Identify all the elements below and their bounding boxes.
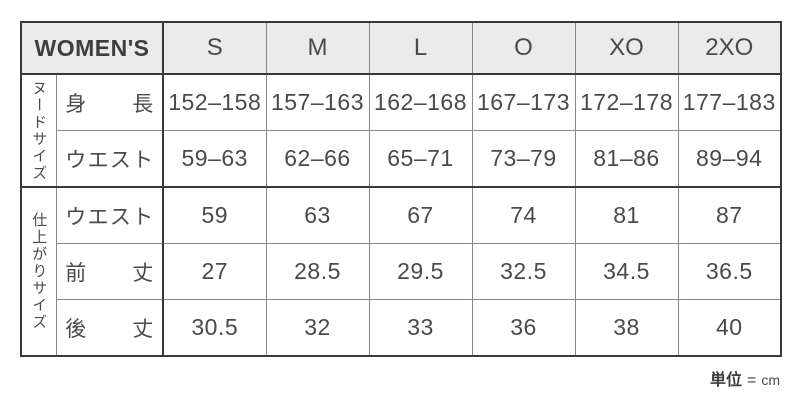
- table-corner-label: WOMEN'S: [20, 21, 164, 75]
- value-cell: 81–86: [574, 130, 679, 188]
- group-label-finished-size-cell: 仕上がりサイズ: [20, 186, 57, 357]
- value-cell: 30.5: [162, 299, 267, 357]
- row-label-height: 身 長: [65, 92, 154, 116]
- size-header-m: M: [265, 21, 370, 75]
- value-cell: 36: [471, 299, 576, 357]
- value-cell: 172–178: [574, 73, 679, 131]
- value-cell: 67: [368, 186, 473, 244]
- section-nude-size: ヌードサイズ 身 長 152–158 157–163 162–168 167–1…: [20, 73, 782, 188]
- value-cell: 29.5: [368, 243, 473, 300]
- value-cell: 63: [265, 186, 370, 244]
- section-finished-size: 仕上がりサイズ ウエスト 59 63 67 74 81 87 前 丈 27 28…: [20, 186, 782, 357]
- value-cell: 33: [368, 299, 473, 357]
- row-label-back-length: 後 丈: [65, 317, 154, 341]
- size-chart-table: WOMEN'S S M L O XO 2XO ヌードサイズ 身 長 152–15…: [20, 21, 782, 357]
- unit-value: cm: [761, 372, 780, 388]
- value-cell: 36.5: [677, 243, 782, 300]
- value-cell: 32.5: [471, 243, 576, 300]
- group-label-nude-size: ヌードサイズ: [30, 79, 48, 182]
- value-cell: 59: [162, 186, 267, 244]
- value-cell: 38: [574, 299, 679, 357]
- value-cell: 65–71: [368, 130, 473, 188]
- row-label-back-length-cell: 後 丈: [55, 299, 164, 357]
- size-header-o: O: [471, 21, 576, 75]
- table-row: ヌードサイズ 身 長 152–158 157–163 162–168 167–1…: [20, 73, 782, 188]
- table-row: 仕上がりサイズ ウエスト 59 63 67 74 81 87: [20, 186, 782, 357]
- value-cell: 81: [574, 186, 679, 244]
- value-cell: 40: [677, 299, 782, 357]
- value-cell: 74: [471, 186, 576, 244]
- unit-note: 単位 = cm: [710, 366, 780, 390]
- value-cell: 73–79: [471, 130, 576, 188]
- value-cell: 157–163: [265, 73, 370, 131]
- row-label-front-length: 前 丈: [65, 261, 154, 285]
- unit-label: 単位: [709, 372, 742, 389]
- value-cell: 177–183: [677, 73, 782, 131]
- value-cell: 27: [162, 243, 267, 300]
- row-label-waist-finished-cell: ウエスト: [55, 186, 164, 244]
- row-label-height-cell: 身 長: [55, 73, 164, 131]
- table-row: ウエスト 59–63 62–66 65–71 73–79 81–86 89–94: [21, 130, 782, 188]
- value-cell: 32: [265, 299, 370, 357]
- value-cell: 89–94: [677, 130, 782, 188]
- value-cell: 162–168: [368, 73, 473, 131]
- row-label-waist-finished: ウエスト: [65, 205, 154, 229]
- value-cell: 34.5: [574, 243, 679, 300]
- table-row: 後 丈 30.5 32 33 36 38 40: [21, 299, 782, 357]
- row-label-waist-nude-cell: ウエスト: [55, 130, 164, 188]
- value-cell: 167–173: [471, 73, 576, 131]
- value-cell: 28.5: [265, 243, 370, 300]
- size-header-xo: XO: [574, 21, 679, 75]
- value-cell: 59–63: [162, 130, 267, 188]
- equals-sign: =: [746, 372, 757, 389]
- group-label-finished-size: 仕上がりサイズ: [30, 212, 48, 331]
- value-cell: 152–158: [162, 73, 267, 131]
- value-cell: 87: [677, 186, 782, 244]
- size-header-2xo: 2XO: [677, 21, 782, 75]
- size-chart-header: WOMEN'S S M L O XO 2XO: [20, 21, 782, 75]
- row-label-waist-nude: ウエスト: [65, 148, 154, 172]
- size-header-l: L: [368, 21, 473, 75]
- group-label-nude-size-cell: ヌードサイズ: [20, 73, 57, 188]
- table-row: 前 丈 27 28.5 29.5 32.5 34.5 36.5: [21, 243, 782, 300]
- size-header-s: S: [162, 21, 267, 75]
- row-label-front-length-cell: 前 丈: [55, 243, 164, 300]
- value-cell: 62–66: [265, 130, 370, 188]
